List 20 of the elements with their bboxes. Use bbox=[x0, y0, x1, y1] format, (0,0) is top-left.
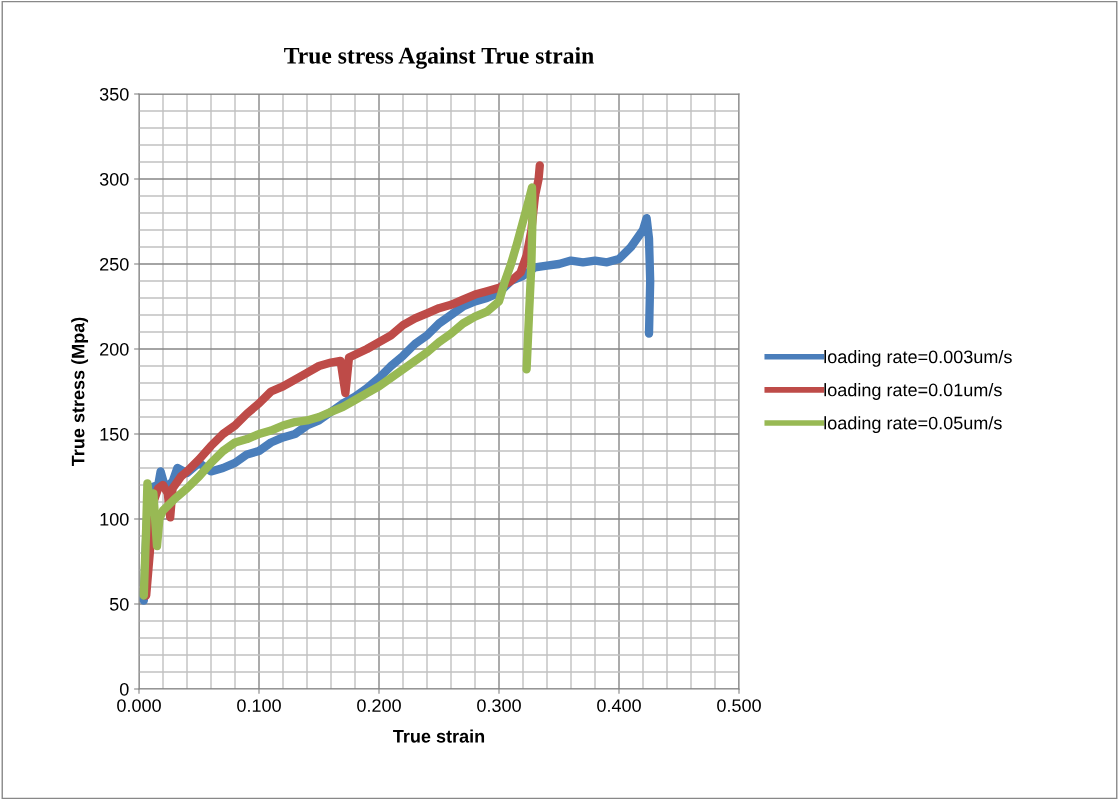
y-tick-label: 250 bbox=[100, 257, 129, 271]
legend-label: loading rate=0.003um/s bbox=[824, 350, 1012, 367]
y-tick-label: 50 bbox=[109, 597, 129, 611]
y-tick-label: 100 bbox=[100, 512, 129, 526]
x-axis-title: True strain bbox=[393, 729, 485, 743]
y-tick-label: 350 bbox=[99, 87, 129, 101]
x-tick-label: 0.100 bbox=[237, 699, 281, 712]
legend-label: loading rate=0.05um/s bbox=[824, 416, 1002, 433]
legend-label: loading rate=0.01um/s bbox=[824, 383, 1002, 400]
x-tick-label: 0.500 bbox=[717, 699, 761, 712]
x-tick-label: 0.400 bbox=[597, 699, 641, 712]
y-tick-label: 200 bbox=[100, 342, 129, 356]
x-tick-label: 0.000 bbox=[117, 699, 161, 712]
y-tick-label: 0 bbox=[119, 682, 129, 696]
y-tick-label: 150 bbox=[100, 427, 129, 441]
x-tick-label: 0.300 bbox=[477, 699, 521, 712]
y-tick-label: 300 bbox=[99, 172, 129, 186]
chart-title: True stress Against True strain bbox=[284, 47, 594, 69]
y-axis-title: True stress (Mpa) bbox=[71, 317, 89, 467]
x-tick-label: 0.200 bbox=[357, 699, 401, 712]
